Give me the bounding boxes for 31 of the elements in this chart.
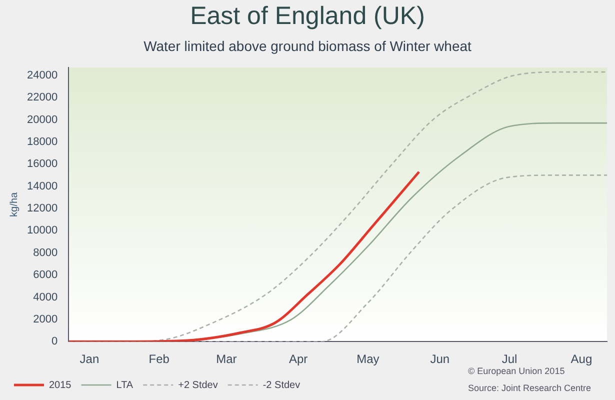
y-tick-label: 16000 (26, 158, 58, 170)
x-tick-label: Mar (216, 352, 237, 366)
text: © European Union 2015 (468, 366, 565, 376)
y-tick-label: 22000 (26, 92, 58, 104)
y-tick-label: 14000 (26, 180, 58, 192)
x-tick-label: Aug (570, 352, 592, 366)
legend-label: -2 Stdev (262, 380, 300, 391)
y-tick-label: 6000 (33, 269, 58, 282)
y-tick-label: 8000 (33, 246, 58, 259)
y-tick-label: 10000 (26, 224, 58, 237)
x-tick-label: May (356, 352, 380, 366)
x-tick-label: Apr (289, 352, 308, 366)
y-tick-label: 0 (51, 336, 58, 348)
x-tick-label: Jun (430, 352, 450, 366)
x-tick-label: Jul (502, 352, 518, 366)
chart-subtitle: Water limited above ground biomass of Winter wheat (142, 38, 472, 54)
legend-label: +2 Stdev (178, 380, 218, 391)
line-series (68, 170, 420, 342)
legend-label: LTA (116, 380, 134, 391)
y-tick-label: 20000 (26, 114, 58, 126)
chart-title: East of England (UK) (189, 2, 426, 31)
source-note: Source: Joint Research Centre (468, 382, 592, 395)
x-tick-label: Feb (148, 352, 170, 366)
y-axis-title: kg/ha (8, 192, 20, 217)
y-tick-label: 4000 (33, 291, 58, 304)
legend-label: 2015 (49, 380, 72, 391)
y-tick-label: 18000 (26, 136, 58, 148)
x-tick-label: Jan (80, 352, 100, 366)
y-tick-label: 12000 (26, 202, 58, 215)
y-tick-label: 2000 (33, 313, 58, 326)
y-tick-label: 24000 (26, 69, 58, 82)
